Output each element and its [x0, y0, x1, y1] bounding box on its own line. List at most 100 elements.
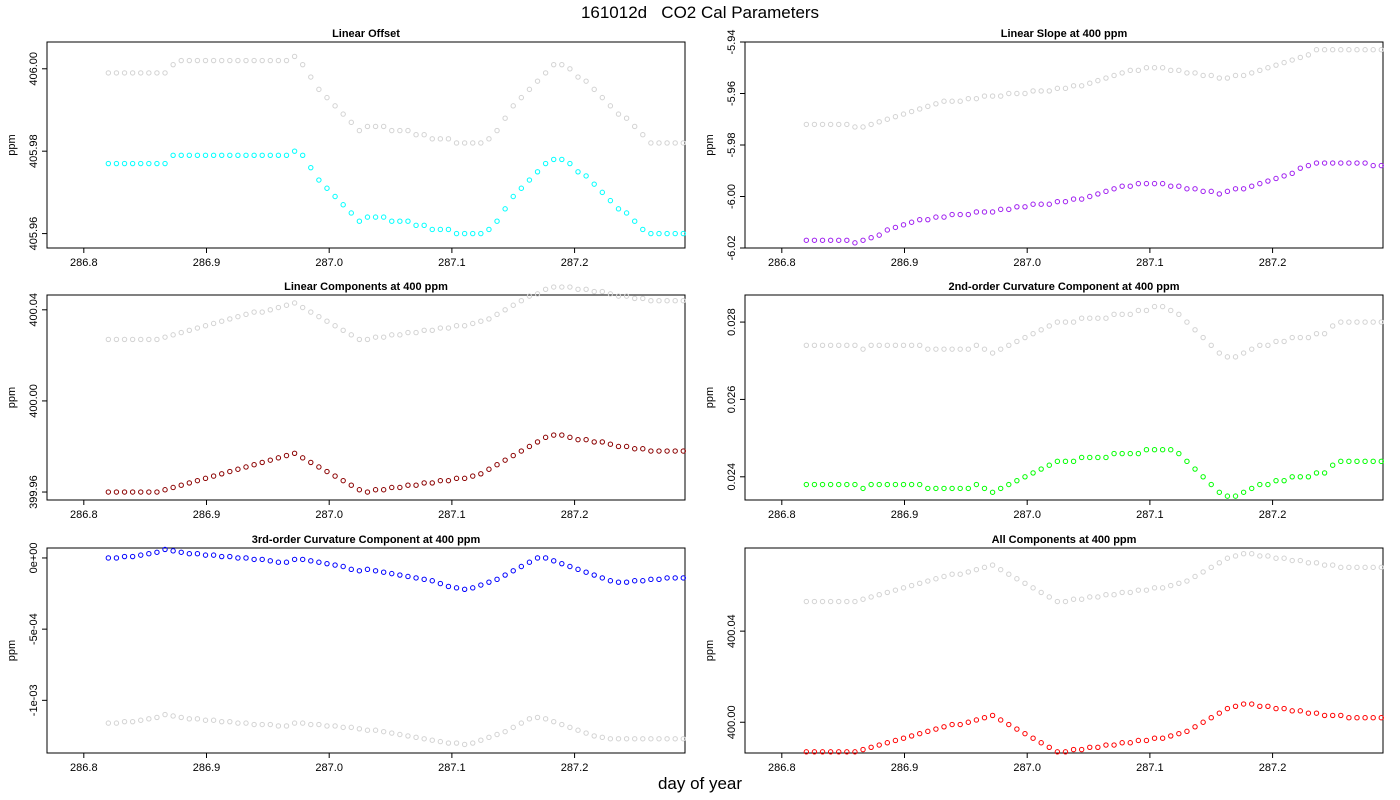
- data-point: [811, 481, 818, 488]
- series-2: [803, 447, 1384, 499]
- data-point: [852, 598, 858, 605]
- x-tick-label: 287.2: [561, 257, 589, 269]
- y-tick-label: 0e+00: [28, 543, 40, 574]
- data-point: [275, 455, 282, 461]
- data-point: [1119, 311, 1125, 318]
- data-point: [291, 300, 298, 306]
- data-point: [1014, 90, 1020, 97]
- data-point: [219, 152, 225, 159]
- data-point: [1305, 52, 1312, 58]
- data-point: [1329, 712, 1336, 719]
- data-point: [615, 206, 622, 212]
- data-point: [478, 471, 484, 477]
- data-point: [267, 57, 273, 64]
- y-tick-label: 0.026: [726, 386, 738, 414]
- data-point: [1135, 587, 1142, 593]
- data-point: [283, 152, 290, 159]
- data-point: [138, 717, 144, 723]
- data-point: [291, 53, 298, 60]
- data-point: [1127, 589, 1133, 596]
- data-point: [583, 569, 589, 575]
- data-point: [1232, 72, 1239, 79]
- data-point: [461, 741, 468, 748]
- data-point: [1070, 319, 1077, 325]
- data-point: [997, 717, 1004, 723]
- data-point: [1240, 350, 1247, 356]
- data-point: [389, 218, 395, 224]
- data-point: [267, 558, 273, 564]
- data-point: [129, 553, 136, 560]
- series-2: [803, 701, 1384, 755]
- data-point: [364, 489, 371, 495]
- data-point: [803, 598, 810, 605]
- data-point: [819, 481, 826, 488]
- data-point: [1087, 80, 1093, 86]
- data-point: [397, 484, 403, 491]
- data-point: [884, 116, 891, 122]
- data-point: [405, 218, 411, 224]
- data-point: [1362, 714, 1368, 721]
- series-2: [105, 432, 686, 495]
- data-point: [534, 555, 541, 561]
- data-point: [933, 726, 939, 732]
- data-point: [170, 61, 176, 68]
- data-point: [1095, 744, 1101, 751]
- data-point: [227, 553, 233, 560]
- data-point: [486, 226, 492, 233]
- data-point: [1022, 90, 1028, 97]
- data-point: [502, 115, 508, 121]
- data-point: [235, 466, 241, 472]
- data-point: [591, 181, 597, 187]
- data-point: [981, 93, 988, 99]
- data-point: [1014, 204, 1020, 210]
- data-point: [1240, 72, 1247, 79]
- data-point: [1038, 327, 1044, 333]
- data-point: [1249, 70, 1255, 76]
- data-point: [1321, 330, 1328, 337]
- data-point: [332, 723, 338, 729]
- data-point: [1022, 730, 1028, 737]
- y-axis-label: ppm: [704, 387, 716, 408]
- y-tick-label: 399.96: [28, 475, 40, 509]
- data-point: [567, 160, 573, 167]
- data-point: [461, 475, 468, 482]
- data-point: [380, 569, 387, 575]
- data-point: [340, 111, 346, 117]
- data-point: [1135, 450, 1142, 457]
- data-point: [1159, 585, 1166, 591]
- data-point: [486, 316, 492, 322]
- data-point: [154, 160, 160, 167]
- data-point: [1240, 550, 1247, 557]
- data-point: [154, 70, 160, 76]
- x-tick-label: 287.2: [1259, 257, 1287, 269]
- data-point: [194, 550, 201, 557]
- x-tick-label: 286.8: [768, 257, 796, 269]
- data-point: [908, 219, 915, 225]
- data-point: [251, 152, 257, 159]
- data-point: [1313, 560, 1320, 566]
- data-point: [1249, 346, 1255, 352]
- data-point: [852, 240, 858, 246]
- data-point: [121, 718, 128, 725]
- data-point: [599, 288, 606, 295]
- data-point: [1119, 450, 1125, 457]
- data-point: [1240, 489, 1247, 495]
- data-point: [1168, 582, 1174, 589]
- data-point: [1362, 319, 1368, 325]
- data-point: [1014, 338, 1020, 345]
- data-point: [640, 132, 646, 138]
- data-point: [884, 342, 891, 348]
- data-point: [1103, 591, 1109, 598]
- data-point: [997, 485, 1004, 492]
- data-point: [1370, 714, 1376, 721]
- data-point: [672, 297, 678, 304]
- data-point: [210, 57, 217, 64]
- data-point: [308, 309, 314, 315]
- data-point: [664, 448, 670, 454]
- data-point: [949, 211, 955, 218]
- data-point: [437, 226, 444, 233]
- x-tick-label: 287.2: [1259, 509, 1287, 521]
- data-point: [502, 728, 508, 735]
- data-point: [1184, 70, 1190, 76]
- data-point: [981, 714, 988, 721]
